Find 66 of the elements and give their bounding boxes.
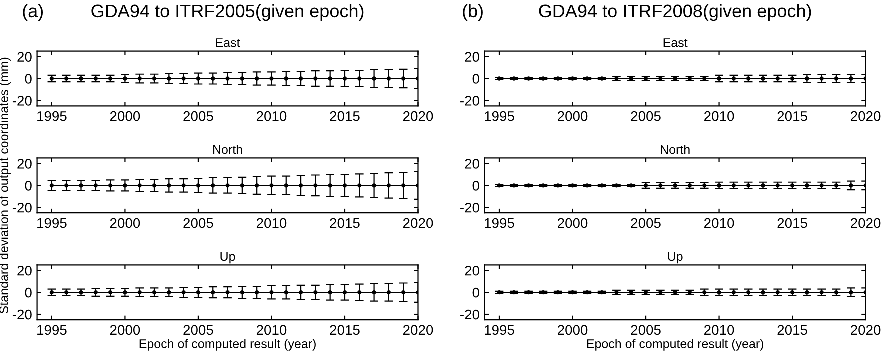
- x-tick-label: 2015: [778, 325, 808, 336]
- text: (a): [23, 4, 44, 22]
- x-tick-label: 2020: [851, 218, 881, 228]
- x-tick-label: 2005: [631, 111, 661, 122]
- x-tick-label: 1995: [38, 325, 67, 336]
- x-tick-label: 1995: [485, 218, 514, 228]
- y-tick-label: 20: [18, 52, 32, 62]
- chart-subtitle: East: [664, 38, 688, 48]
- x-tick-label: 2010: [256, 325, 287, 336]
- x-axis-title: Epoch of computed result (year): [140, 339, 316, 351]
- x-tick-label: 2020: [851, 325, 881, 336]
- chart-title: Up: [220, 252, 236, 264]
- chart-title: GDA94 to ITRF2005(given epoch): [92, 4, 364, 22]
- chart-title: North: [661, 145, 690, 154]
- x-tick-label: 2010: [256, 218, 287, 228]
- x-tick-label: 2015: [778, 111, 808, 122]
- y-tick-label: 20: [465, 159, 480, 169]
- x-tick-label: 2000: [110, 325, 140, 336]
- x-tick-label: 2005: [631, 325, 661, 336]
- y-tick-label: 0: [25, 181, 32, 191]
- x-tick-label: 2005: [631, 218, 661, 228]
- x-tick-label: 2000: [110, 218, 140, 228]
- x-tick-label: 2000: [110, 111, 140, 122]
- x-tick-label: 2010: [256, 111, 287, 122]
- chart-title: Up: [668, 252, 683, 264]
- x-tick-label: 2010: [704, 218, 734, 228]
- x-tick-label: 2020: [404, 218, 434, 228]
- y-tick-label: -20: [12, 96, 32, 106]
- y-tick-label: 20: [465, 52, 480, 62]
- x-tick-label: 2020: [404, 325, 434, 336]
- x-tick-label: 2015: [778, 218, 808, 228]
- x-tick-label: 1995: [38, 218, 67, 228]
- y-tick-label: 0: [25, 288, 32, 298]
- y-tick-label: -20: [12, 202, 32, 213]
- x-tick-label: 2005: [184, 325, 214, 336]
- x-tick-label: 1995: [485, 325, 514, 336]
- y-tick-label: 20: [465, 266, 480, 276]
- y-tick-label: 20: [18, 266, 32, 276]
- x-tick-label: 2010: [704, 111, 734, 122]
- x-tick-label: 2005: [184, 111, 214, 122]
- chart-title: GDA94 to ITRF2008(given epoch): [539, 4, 812, 22]
- y-tick-label: -20: [460, 96, 480, 106]
- x-tick-label: 2010: [704, 325, 734, 336]
- y-tick-label: 0: [472, 181, 480, 191]
- x-tick-label: 2015: [330, 325, 360, 336]
- y-tick-label: 0: [25, 74, 32, 84]
- x-tick-label: 1995: [38, 111, 67, 122]
- y-tick-label: -20: [460, 202, 480, 213]
- x-tick-label: 2020: [404, 111, 434, 122]
- x-tick-label: 2000: [558, 111, 588, 122]
- x-tick-label: 2000: [558, 218, 588, 228]
- x-tick-label: 2005: [184, 218, 214, 228]
- x-tick-label: 1995: [485, 111, 514, 122]
- y-tick-label: 0: [472, 288, 480, 298]
- y-tick-label: -20: [12, 310, 32, 320]
- chart-subtitle: East: [216, 38, 240, 48]
- x-tick-label: 2015: [330, 111, 360, 122]
- y-tick-label: 0: [472, 74, 480, 84]
- text: (b): [463, 4, 483, 22]
- x-tick-label: 2000: [558, 325, 588, 336]
- y-tick-label: 20: [18, 159, 32, 169]
- x-axis-title: Epoch of computed result (year): [587, 339, 764, 351]
- chart-title: North: [214, 145, 242, 154]
- x-tick-label: 2020: [851, 111, 881, 122]
- y-tick-label: -20: [460, 310, 480, 320]
- x-tick-label: 2015: [330, 218, 360, 228]
